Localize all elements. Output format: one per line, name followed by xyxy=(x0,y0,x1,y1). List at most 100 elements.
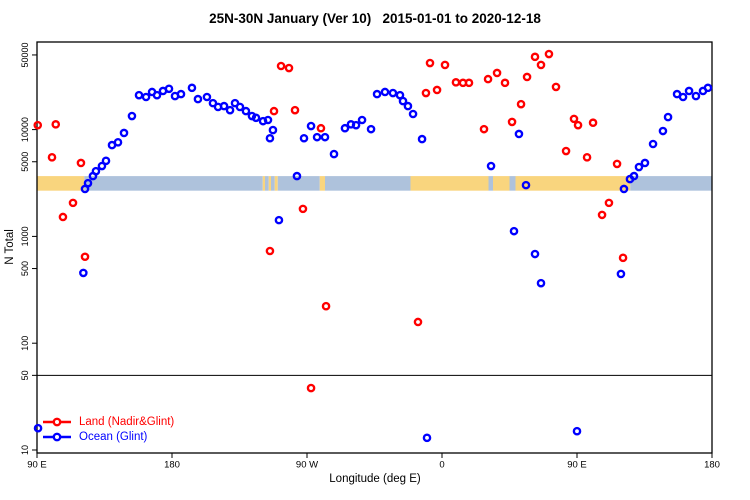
data-point-ocean xyxy=(658,126,668,136)
data-point-ocean xyxy=(164,84,174,94)
data-point-ocean xyxy=(572,426,582,436)
surface-band-segment-land xyxy=(274,176,278,191)
x-axis-tick-label: 90 E xyxy=(567,460,587,471)
y-axis-tick-label: 500 xyxy=(20,261,30,276)
data-point-land xyxy=(68,198,78,208)
data-point-land xyxy=(500,78,510,88)
data-point-ocean xyxy=(417,134,427,144)
data-point-ocean xyxy=(422,433,432,443)
surface-band-segment-ocean xyxy=(509,176,516,191)
data-point-land xyxy=(425,58,435,68)
data-point-ocean xyxy=(127,111,137,121)
data-point-land xyxy=(290,105,300,115)
data-point-ocean xyxy=(265,133,275,143)
data-point-ocean xyxy=(141,92,151,102)
plot-border xyxy=(36,41,713,454)
surface-band-segment-land xyxy=(410,176,489,191)
data-point-land xyxy=(440,60,450,70)
data-point-ocean xyxy=(292,171,302,181)
x-axis-label: Longitude (deg E) xyxy=(329,473,421,485)
data-point-land xyxy=(298,204,308,214)
surface-band-segment-land xyxy=(262,176,265,191)
data-point-ocean xyxy=(388,88,398,98)
surface-band-segment-ocean xyxy=(630,176,712,191)
data-point-ocean xyxy=(79,268,88,278)
data-point-ocean xyxy=(536,278,546,288)
surface-band-segment-ocean xyxy=(277,176,320,191)
x-axis-tick-label: 180 xyxy=(164,460,180,471)
data-point-ocean xyxy=(514,129,524,139)
data-point-land xyxy=(421,88,431,98)
data-point-land xyxy=(597,210,607,220)
data-point-ocean xyxy=(530,249,540,259)
data-point-land xyxy=(464,78,474,88)
legend-label-land: Land (Nadir&Glint) xyxy=(79,415,175,428)
data-point-land xyxy=(522,72,532,82)
data-point-land xyxy=(316,123,326,133)
data-point-ocean xyxy=(176,89,186,99)
legend: Land (Nadir&Glint) Ocean (Glint) xyxy=(42,414,174,444)
data-point-land xyxy=(536,60,546,70)
data-point-land xyxy=(492,68,502,78)
data-point-ocean xyxy=(372,89,382,99)
data-point-land xyxy=(33,120,43,130)
data-point-ocean xyxy=(241,106,251,116)
surface-band-segment-land xyxy=(37,176,85,191)
legend-label-ocean: Ocean (Glint) xyxy=(79,430,148,443)
data-point-land xyxy=(573,120,583,130)
data-point-ocean xyxy=(119,128,129,138)
data-point-ocean xyxy=(33,423,43,433)
data-point-land xyxy=(507,117,517,127)
data-point-land xyxy=(582,153,592,162)
data-point-ocean xyxy=(678,92,688,102)
data-point-land xyxy=(551,82,561,92)
surface-band-segment-land xyxy=(515,176,631,191)
data-point-ocean xyxy=(134,90,144,100)
data-point-land xyxy=(604,198,614,208)
x-axis-tick-label: 90 E xyxy=(27,460,47,471)
x-axis-tick-label: 180 xyxy=(704,460,720,471)
data-point-ocean xyxy=(268,125,278,135)
surface-band-segment-ocean xyxy=(488,176,493,191)
data-point-land xyxy=(413,317,423,327)
chart-title: 25N-30N January (Ver 10) 2015-01-01 to 2… xyxy=(209,11,541,26)
data-point-land xyxy=(544,49,554,59)
data-point-ocean xyxy=(83,178,93,188)
data-point-ocean xyxy=(91,166,101,176)
data-point-land xyxy=(588,118,598,128)
data-point-land xyxy=(483,74,493,84)
data-point-land xyxy=(432,85,442,95)
data-point-land xyxy=(58,212,68,222)
y-axis-tick-label: 1000 xyxy=(20,226,30,246)
data-point-ocean xyxy=(113,138,123,147)
data-point-ocean xyxy=(152,90,162,100)
data-point-ocean xyxy=(208,98,218,108)
data-point-land xyxy=(269,106,279,116)
data-point-ocean xyxy=(225,105,235,115)
data-point-land xyxy=(569,114,579,124)
surface-band-segment-land xyxy=(493,176,510,191)
data-point-ocean xyxy=(97,161,107,171)
data-point-ocean xyxy=(509,226,519,236)
data-point-ocean xyxy=(663,112,673,122)
data-point-ocean xyxy=(357,115,367,125)
data-point-land xyxy=(51,120,61,129)
data-point-ocean xyxy=(619,184,629,194)
data-point-ocean xyxy=(629,171,639,181)
data-point-ocean xyxy=(340,123,350,133)
surface-band-segment-ocean xyxy=(265,176,269,191)
data-point-ocean xyxy=(251,113,261,123)
y-axis-tick-label: 50000 xyxy=(20,42,30,67)
data-point-ocean xyxy=(486,161,496,171)
x-axis-tick-label: 90 W xyxy=(296,460,318,471)
data-point-ocean xyxy=(351,120,361,130)
data-point-ocean xyxy=(634,162,644,172)
data-point-land xyxy=(284,63,294,73)
data-point-land xyxy=(618,253,628,263)
data-point-ocean xyxy=(684,86,694,96)
data-point-ocean xyxy=(408,109,418,119)
legend-item-ocean: Ocean (Glint) xyxy=(42,429,174,444)
data-point-ocean xyxy=(263,115,273,125)
